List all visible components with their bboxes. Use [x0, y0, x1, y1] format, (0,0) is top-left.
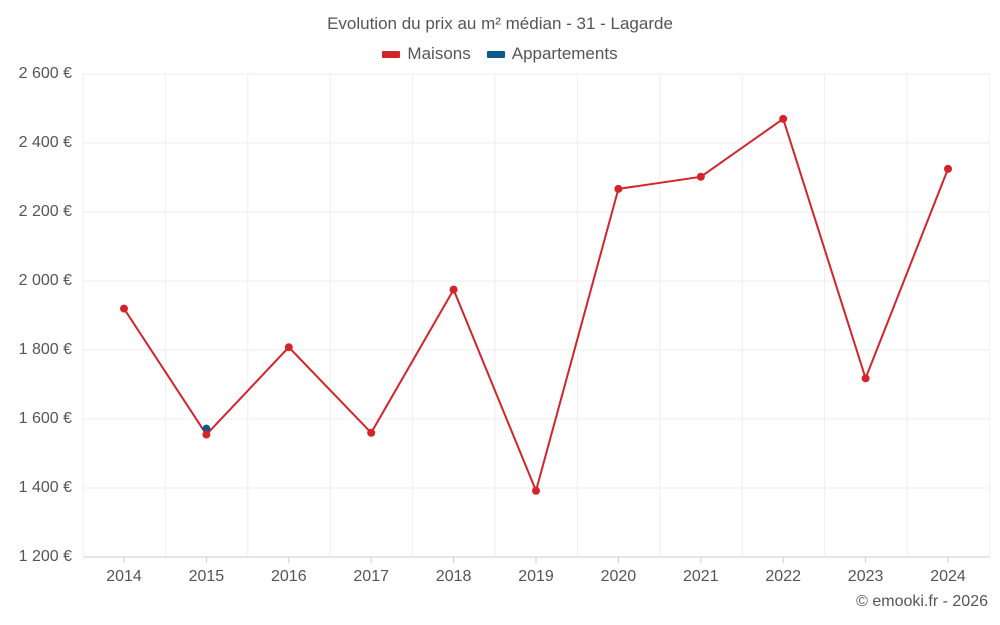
data-point-appartements-2015 — [202, 424, 211, 433]
data-point-maisons-2020 — [614, 184, 623, 193]
x-tick-label: 2016 — [271, 568, 307, 585]
data-point-maisons-2017 — [367, 428, 376, 437]
legend-swatch-appartements — [486, 50, 505, 58]
legend-label-maisons: Maisons — [407, 44, 471, 63]
x-tick-label: 2018 — [435, 568, 472, 585]
x-tick-label: 2019 — [518, 568, 554, 585]
legend-swatch-maisons — [382, 50, 401, 58]
data-point-maisons-2024 — [944, 164, 952, 173]
chart-legend: Maisons Appartements — [0, 44, 1000, 64]
x-tick-label: 2023 — [847, 568, 884, 585]
legend-item-maisons[interactable]: Maisons — [382, 44, 471, 64]
x-tick-label: 2021 — [683, 568, 719, 585]
y-tick-label: 2 200 € — [18, 203, 72, 220]
x-tick-label: 2017 — [353, 568, 389, 585]
y-tick-label: 1 800 € — [18, 341, 72, 358]
x-tick-label: 2022 — [765, 568, 801, 585]
x-tick-label: 2020 — [600, 568, 637, 585]
credit-text: © emooki.fr - 2026 — [856, 593, 988, 610]
data-point-maisons-2023 — [861, 374, 870, 383]
y-tick-label: 1 400 € — [18, 479, 72, 496]
data-point-maisons-2019 — [532, 486, 540, 495]
y-tick-label: 2 000 € — [18, 272, 72, 289]
data-point-maisons-2018 — [449, 285, 458, 294]
legend-label-appartements: Appartements — [511, 44, 618, 63]
data-point-maisons-2016 — [284, 343, 293, 352]
x-tick-label: 2024 — [930, 568, 966, 585]
data-point-maisons-2021 — [696, 172, 705, 181]
x-tick-label: 2015 — [188, 568, 225, 585]
data-point-maisons-2014 — [120, 304, 128, 313]
y-tick-label: 2 400 € — [18, 134, 72, 151]
y-tick-label: 1 200 € — [18, 548, 72, 565]
data-point-maisons-2015 — [202, 430, 211, 439]
x-tick-label: 2014 — [106, 568, 142, 585]
y-tick-label: 1 600 € — [18, 410, 72, 427]
y-tick-label: 2 600 € — [18, 65, 72, 82]
legend-item-appartements[interactable]: Appartements — [486, 44, 618, 64]
data-point-maisons-2022 — [779, 114, 788, 123]
chart-title: Evolution du prix au m² médian - 31 - La… — [327, 14, 673, 33]
